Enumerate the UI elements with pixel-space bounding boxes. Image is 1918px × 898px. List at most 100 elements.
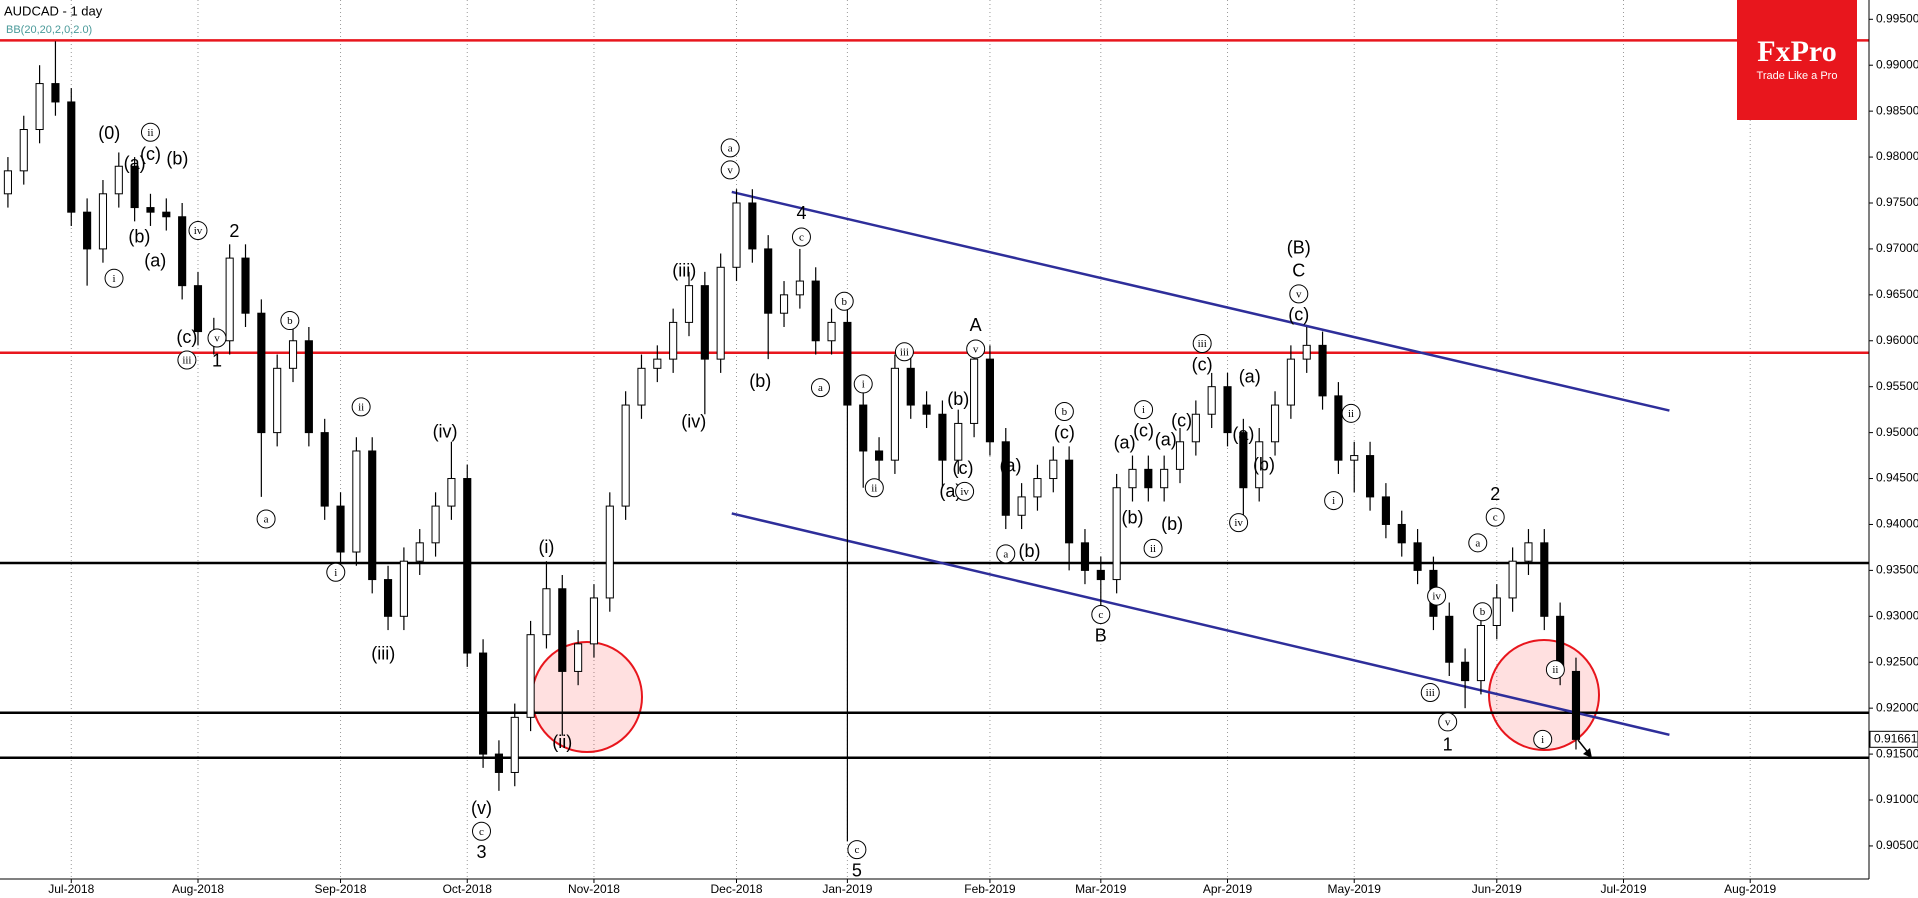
candle-body [1017, 496, 1026, 516]
candle-body [653, 358, 662, 369]
candle-body [1508, 560, 1517, 599]
y-tick-label: 0.94500 [1876, 471, 1918, 485]
logo-tagline: Trade Like a Pro [1757, 70, 1838, 82]
candle-body [1033, 478, 1042, 498]
wave-label: (0) [98, 123, 120, 143]
wave-label: v [973, 344, 979, 356]
y-tick-label: 0.99500 [1876, 11, 1918, 25]
label-ring [1091, 604, 1111, 624]
candle-body [1223, 386, 1232, 434]
y-tick-label: 0.93000 [1876, 608, 1918, 622]
label-ring [188, 221, 208, 241]
label-ring [810, 378, 830, 398]
candles [3, 41, 1581, 842]
wave-label: 2 [229, 221, 239, 241]
candle-body [938, 413, 947, 461]
candle-body [621, 404, 630, 507]
candle-body [1001, 441, 1010, 516]
y-tick-label: 0.96500 [1876, 287, 1918, 301]
x-tick-label: Sep-2018 [315, 882, 367, 896]
wave-label: c [1493, 512, 1498, 524]
wave-label: C [1292, 261, 1305, 281]
y-tick-label: 0.91000 [1876, 792, 1918, 806]
wave-label: 1 [1443, 735, 1453, 755]
wave-label: iv [1432, 591, 1441, 603]
wave-label: (B) [1287, 238, 1311, 258]
candle-body [399, 560, 408, 617]
wave-label: (i) [538, 537, 554, 557]
wave-label: (iii) [672, 261, 696, 281]
candle-body [130, 165, 139, 209]
wave-label: ii [358, 401, 364, 413]
wave-label: (c) [953, 458, 974, 478]
candle-body [890, 367, 899, 461]
candle-body [1096, 569, 1105, 581]
candle-body [1571, 670, 1581, 740]
y-tick-label: 0.96000 [1876, 333, 1918, 347]
label-ring [894, 342, 914, 362]
label-ring [834, 291, 854, 311]
wave-label: a [1003, 548, 1008, 560]
candle-body [241, 257, 250, 314]
label-ring [1192, 334, 1212, 354]
channel-line [731, 190, 1670, 412]
wave-label: (v) [471, 798, 492, 818]
candle-body [257, 312, 266, 434]
wave-label: (c) [140, 144, 161, 164]
candle-body [605, 505, 614, 599]
candle-body [795, 280, 804, 296]
candle-body [51, 83, 60, 103]
candle-body [1366, 455, 1375, 498]
x-tick-label: Oct-2018 [443, 882, 493, 896]
candle-body [479, 652, 488, 755]
candle-body [1255, 441, 1264, 489]
wave-label: (a) [144, 251, 166, 271]
label-ring [1420, 683, 1440, 703]
y-tick-label: 0.94000 [1876, 517, 1918, 531]
wave-label: ii [1150, 543, 1156, 555]
wave-label: (c) [1133, 420, 1154, 440]
y-tick-label: 0.97500 [1876, 195, 1918, 209]
candle-body [700, 285, 709, 360]
candle-body [114, 165, 123, 195]
wave-label: (c) [1054, 422, 1075, 442]
x-tick-label: May-2019 [1328, 882, 1382, 896]
y-tick-label: 0.91500 [1876, 746, 1918, 760]
zones [531, 639, 1600, 753]
candle-body [146, 207, 155, 213]
candle-body [906, 367, 915, 406]
candle-body [1065, 459, 1074, 544]
candle-body [19, 129, 28, 172]
candle-body [510, 716, 519, 773]
candle-body [1476, 624, 1486, 682]
channel-line [731, 512, 1670, 737]
label-ring [280, 311, 300, 331]
wave-label: (b) [947, 389, 969, 409]
label-ring [1229, 513, 1249, 533]
logo: FxPro Trade Like a Pro [1737, 0, 1857, 120]
candle-body [1334, 395, 1343, 461]
candle-body [1239, 432, 1248, 489]
wave-label: (b) [1019, 541, 1041, 561]
candle-body [1397, 523, 1406, 544]
label-ring [1054, 401, 1074, 421]
label-ring [720, 160, 740, 180]
wave-label: 2 [1490, 484, 1500, 504]
label-ring [104, 268, 124, 288]
last-price-label: 0.91661 [1874, 731, 1918, 745]
candle-body [1524, 542, 1533, 562]
y-tick-label: 0.98000 [1876, 149, 1918, 163]
wave-label: iii [1198, 338, 1207, 350]
wave-label: i [1541, 734, 1544, 746]
candle-body [1413, 542, 1422, 571]
wave-label: (b) [749, 371, 771, 391]
label-ring [1341, 403, 1361, 423]
label-ring [1485, 507, 1505, 527]
label-ring [1468, 533, 1488, 553]
wave-label: (b) [1253, 454, 1275, 474]
wave-label: (a) [124, 153, 146, 173]
y-tick-label: 0.90500 [1876, 838, 1918, 852]
label-ring [256, 509, 276, 529]
wave-label: b [1062, 406, 1068, 418]
indicator-label: BB(20,20,2,0,2.0) [6, 24, 92, 36]
